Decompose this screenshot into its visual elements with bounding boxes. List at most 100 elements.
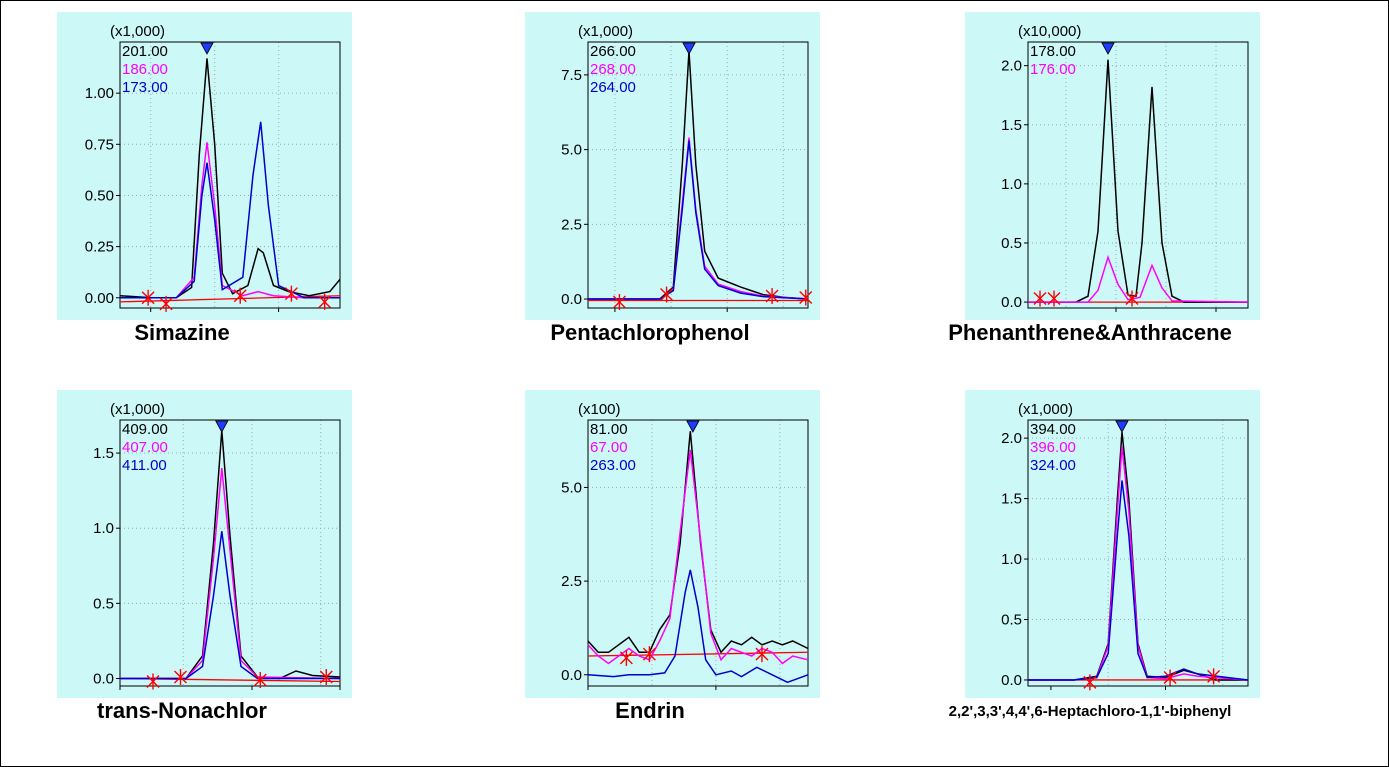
peak-marker-icon [215,420,229,433]
ion-label: 201.00 [122,43,168,60]
x-tick-label: 9.50 [264,317,293,320]
y-tick-label: 1.5 [93,445,114,462]
chart-title: 2,2',3,3',4,4',6-Heptachloro-1,1'-biphen… [948,703,1232,720]
integration-marker-icon [1207,668,1221,685]
y-tick-label: 0.0 [561,667,582,684]
ion-label: 67.00 [590,439,628,456]
plot-background [525,12,820,320]
y-tick-label: 0.0 [93,670,114,687]
integration-marker-icon [159,295,173,312]
chart-title: trans-Nonachlor [97,698,267,723]
integration-marker-icon [318,293,332,310]
scale-label: (x100) [578,401,621,418]
ion-label: 407.00 [122,439,168,456]
chromatogram-svg: 0.0 2.5 5.0 15.00 15.25 (x100) 81.0067.00263.0… [525,390,820,698]
chart-panel-phenanthrene-anthracene: 0.0 0.5 1.0 1.5 2.0 10.00 10.25 (x10,000) 178.00… [920,2,1260,345]
y-tick-label: 2.5 [561,216,582,233]
x-tick-label: 15.00 [569,695,607,698]
integration-marker-icon [253,671,267,688]
scale-label: (x10,000) [1018,23,1081,40]
chart-panel-pentachlorophenol: 0.0 2.5 5.0 7.5 9.50 9.75 (x1,000) 266.00268.00… [480,2,820,345]
ion-label: 268.00 [590,61,636,78]
chart-panel-endrin: 0.0 2.5 5.0 15.00 15.25 (x100) 81.0067.00263.0… [480,380,820,723]
plot-frame [587,41,809,309]
series-line-176.00 [1028,254,1249,303]
plot-frame [587,419,809,687]
integration-marker-icon [233,287,247,304]
y-tick-label: 0.5 [1001,235,1022,252]
ion-label: 409.00 [122,421,168,438]
chart-panel-simazine: 0.00 0.25 0.50 0.75 1.00 9.25 9.50 (x1,000) 201.… [12,2,352,345]
integration-marker-icon [319,668,333,685]
chromatogram-svg: 0.00.51.01.52.017.5017.75(x1,000)394.003… [965,390,1260,698]
peak-marker-icon [1101,42,1115,55]
ion-label: 324.00 [1030,457,1076,474]
series-line-67.00 [587,449,809,665]
series-line-324.00 [1028,480,1249,681]
integration-marker-icon [755,646,769,663]
plot-background [965,390,1260,698]
chart-panel-trans-nonachlor: 0.0 0.5 1.0 1.5 14.01 14.25 14.41 (x1,000) 409.0… [12,380,352,723]
y-tick-label: 0.25 [85,239,114,256]
scale-label: (x1,000) [1018,401,1073,418]
ion-label: 396.00 [1030,439,1076,456]
integration-marker-icon [612,294,626,311]
ion-label: 173.00 [122,79,168,96]
y-tick-label: 2.0 [1001,58,1022,75]
x-tick-label: 9.25 [136,317,165,320]
integration-marker-icon [284,285,298,302]
y-tick-label: 5.0 [561,479,582,496]
peak-marker-icon [200,42,214,55]
integration-marker-icon [1033,290,1047,307]
ion-label: 176.00 [1030,61,1076,78]
integration-marker-icon [619,649,633,666]
ion-label: 178.00 [1030,43,1076,60]
integration-marker-icon [1163,669,1177,686]
integration-marker-icon [174,668,187,685]
y-tick-label: 0.50 [85,187,114,204]
y-tick-label: 0.0 [1001,672,1022,689]
chart-title: Pentachlorophenol [550,320,750,345]
peak-marker-icon [1115,420,1129,433]
series-line-409.00 [120,430,341,680]
scale-label: (x1,000) [110,23,165,40]
x-tick-label: 17.50 [1032,695,1070,698]
peak-marker-icon [682,42,696,55]
y-tick-label: 0.75 [85,136,114,153]
x-tick-label: 17.75 [1147,695,1185,698]
y-tick-label: 0.5 [1001,612,1022,629]
y-tick-label: 7.5 [561,67,582,84]
y-tick-label: 2.5 [561,573,582,590]
y-tick-label: 1.5 [1001,491,1022,508]
peak-marker-icon [686,420,700,433]
integration-marker-icon [765,288,779,305]
integration-marker-icon [146,673,160,690]
x-tick-label: 10.25 [1197,317,1235,320]
series-line-407.00 [120,468,341,680]
chromatogram-svg: 0.0 0.5 1.0 1.5 2.0 10.00 10.25 (x10,000) 178.00… [965,12,1260,320]
ion-label: 264.00 [590,79,636,96]
integration-marker-icon [1125,290,1139,307]
plot-frame [1027,41,1249,309]
chart-title: Simazine [134,320,230,345]
y-tick-label: 2.0 [1001,430,1022,447]
x-tick-label: 15.25 [697,695,735,698]
chromatogram-svg: 0.0 0.5 1.0 1.5 14.01 14.25 14.41 (x1,000) 409.0… [57,390,352,698]
x-tick-label: 9.75 [713,317,742,320]
ion-label: 263.00 [590,457,636,474]
integration-marker-icon [1083,674,1097,691]
x-tick-label: 10.00 [1097,317,1135,320]
chart-title: Endrin [615,698,685,723]
integration-marker-icon [1047,290,1061,307]
plot-frame [119,41,341,309]
y-tick-label: 1.0 [93,520,114,537]
y-tick-label: 0.0 [561,291,582,308]
scale-label: (x1,000) [110,401,165,418]
scale-label: (x1,000) [578,23,633,40]
chart-panel-heptachlorobiphenyl: 0.00.51.01.52.017.5017.75(x1,000)394.003… [920,380,1260,720]
ion-label: 411.00 [122,457,167,474]
y-tick-label: 0.0 [1001,294,1022,311]
integration-marker-icon [799,289,813,306]
y-tick-label: 1.00 [85,85,114,102]
y-tick-label: 5.0 [561,142,582,159]
